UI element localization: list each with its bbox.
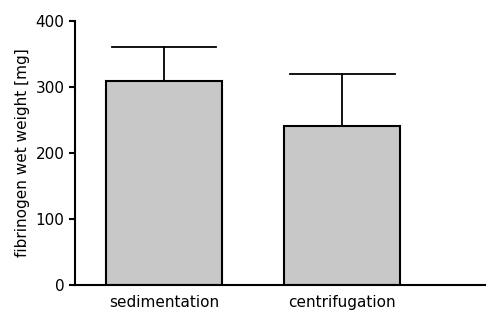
Bar (284, 126, 401, 285)
Y-axis label: fibrinogen wet weight [mg]: fibrinogen wet weight [mg] (15, 48, 30, 257)
Bar (106, 81, 222, 285)
